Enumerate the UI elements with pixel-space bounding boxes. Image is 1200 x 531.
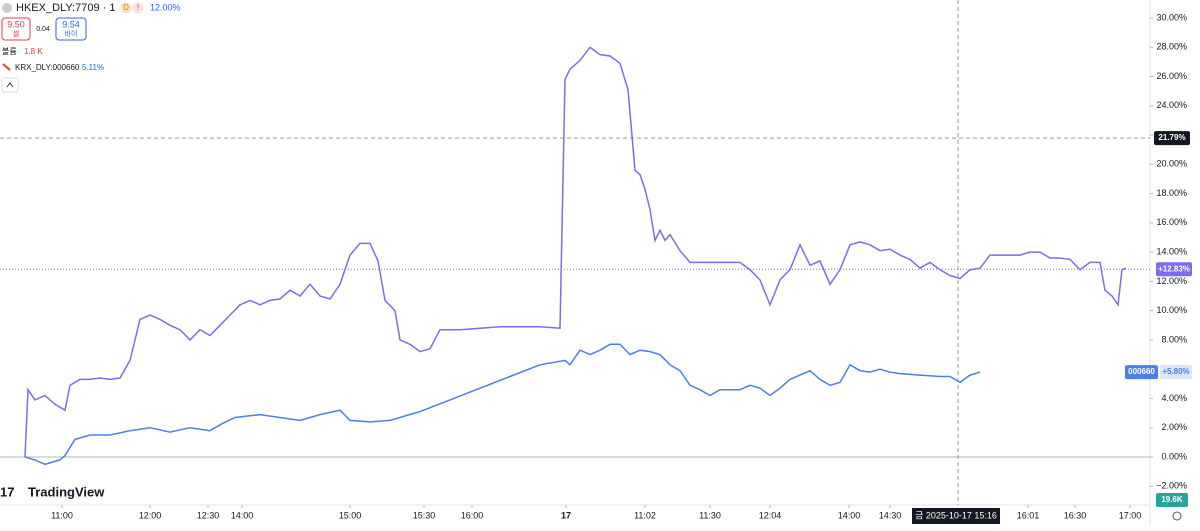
x-tick-label: 15:00 [339,510,362,520]
y-tick-label: 10.00% [1156,305,1187,315]
logo: TradingView [28,484,105,499]
y-tick-label: 0.00% [1161,451,1187,461]
spread: 0.04 [36,26,50,33]
x-tick-label: 14:00 [838,510,861,520]
x-tick-label: 16:00 [461,510,484,520]
last-label-box [1160,365,1192,380]
y-tick-label: 30.00% [1156,12,1187,22]
y-tick-label: 12.00% [1156,276,1187,286]
badge [132,2,144,14]
x-tick-label: 15:30 [413,510,436,520]
y-tick-label: 20.00% [1156,159,1187,169]
badge-d: D [123,3,129,12]
collapse-button[interactable] [1,77,19,93]
y-tick-label: 24.00% [1156,100,1187,110]
x-tick-label: 17 [561,510,571,520]
x-tick-label: 12:04 [759,510,782,520]
change: 12.00% [150,2,181,12]
y-tick-label: 28.00% [1156,42,1187,52]
sell-label: 셀 [13,30,19,38]
x-tick-label: 11:30 [699,510,721,520]
volume-value: 1.8 K [24,47,43,56]
last-label: +12.83% [1158,264,1190,273]
crosshair-y-label: 21.79% [1158,133,1185,142]
logo-mark: 17 [0,484,14,499]
x-tick-label: 11:02 [634,510,656,520]
symbol: HKEX_DLY:7709 · 1 [16,2,115,14]
y-tick-label: 26.00% [1156,71,1187,81]
buy-box[interactable] [55,17,87,41]
crosshair-y-label-box [1154,131,1190,146]
volume-tag: 19.6K [1161,495,1183,504]
badge-alert: ! [137,3,139,12]
x-tick-label: 14:30 [879,510,902,520]
x-tick-label: 12:30 [197,510,220,520]
x-tick-label: 11:00 [51,510,73,520]
collapse-icon [6,82,14,88]
y-tick-label: 4.00% [1161,393,1187,403]
last-label-box [1156,262,1192,277]
y-tick-label: 14.00% [1156,247,1187,257]
buy-price: 9.54 [62,19,80,29]
flag-icon [2,63,11,71]
x-tick-label: 12:00 [139,510,162,520]
compare-change: 5.11% [82,63,104,72]
y-tick-label: 2.00% [1161,422,1187,432]
compare-tag-box [1125,365,1158,380]
volume-tag-box [1156,493,1188,507]
y-tick-label: 16.00% [1156,217,1187,227]
x-tick-label: 17:00 [1119,510,1142,520]
compare-symbol: KRX_DLY:000660 [15,63,80,72]
series-line [24,46,1127,458]
x-tick-label: 14:00 [231,510,254,520]
symbol-icon [2,3,12,13]
compare-tag: 000660 [1128,367,1155,376]
x-tick-label: 16:01 [1017,510,1040,520]
y-tick-label: −2.00% [1156,481,1187,491]
crosshair-x-label: 금 2025-10-17 15:16 [915,510,997,520]
x-tick-label: 16:30 [1064,510,1087,520]
sell-box[interactable] [1,17,31,41]
crosshair-x-box [912,508,1000,524]
sell-price: 9.50 [7,19,25,29]
buy-label: 바이 [65,29,78,38]
y-tick-label: 8.00% [1161,334,1187,344]
series-line [24,343,981,466]
badge [120,2,132,14]
y-tick-label: 18.00% [1156,188,1187,198]
last-label: +5.80% [1162,367,1189,376]
volume-label: 볼륨 [2,46,17,56]
settings-icon[interactable] [1172,511,1182,521]
